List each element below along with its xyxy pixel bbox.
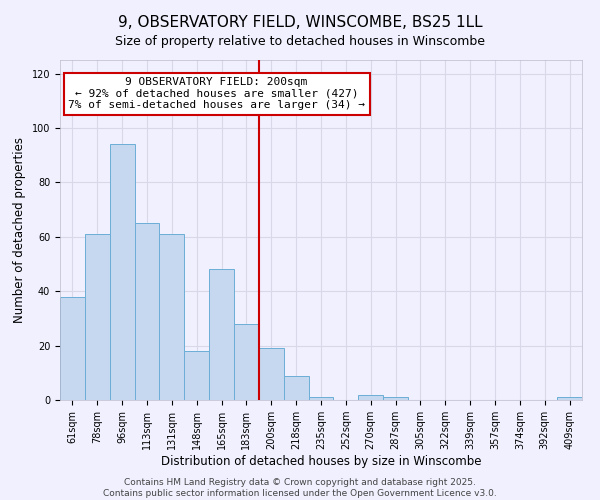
X-axis label: Distribution of detached houses by size in Winscombe: Distribution of detached houses by size … — [161, 455, 481, 468]
Bar — [209, 270, 234, 400]
Bar — [284, 376, 308, 400]
Bar — [60, 296, 85, 400]
Bar — [234, 324, 259, 400]
Bar — [383, 398, 408, 400]
Bar — [160, 234, 184, 400]
Bar — [184, 351, 209, 400]
Bar — [85, 234, 110, 400]
Bar — [358, 394, 383, 400]
Text: Size of property relative to detached houses in Winscombe: Size of property relative to detached ho… — [115, 35, 485, 48]
Text: 9 OBSERVATORY FIELD: 200sqm
← 92% of detached houses are smaller (427)
7% of sem: 9 OBSERVATORY FIELD: 200sqm ← 92% of det… — [68, 77, 365, 110]
Bar — [259, 348, 284, 400]
Bar — [110, 144, 134, 400]
Y-axis label: Number of detached properties: Number of detached properties — [13, 137, 26, 323]
Text: 9, OBSERVATORY FIELD, WINSCOMBE, BS25 1LL: 9, OBSERVATORY FIELD, WINSCOMBE, BS25 1L… — [118, 15, 482, 30]
Bar — [557, 398, 582, 400]
Text: Contains HM Land Registry data © Crown copyright and database right 2025.
Contai: Contains HM Land Registry data © Crown c… — [103, 478, 497, 498]
Bar — [134, 223, 160, 400]
Bar — [308, 398, 334, 400]
